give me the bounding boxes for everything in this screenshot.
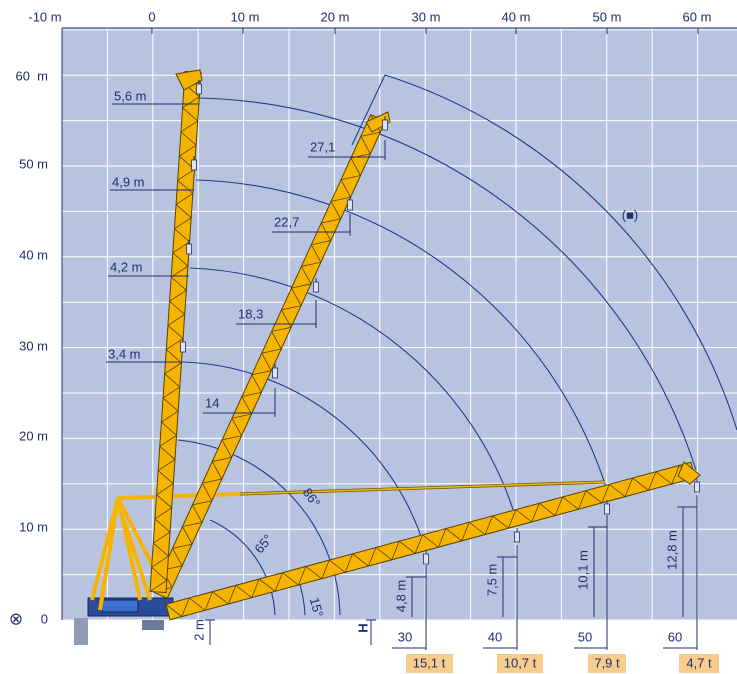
lattice: [149, 72, 202, 592]
hook: [423, 553, 429, 565]
radius-label: 5,6 m: [114, 88, 147, 103]
load-box: [406, 654, 453, 673]
x-label: 60 m: [683, 9, 712, 24]
hook: [196, 83, 202, 95]
arc: [189, 267, 518, 523]
crane: [74, 69, 701, 645]
arc: [351, 74, 386, 146]
mast-strut: [116, 497, 142, 601]
arc: [384, 74, 737, 431]
height-label: 7,5 m: [484, 564, 499, 597]
x-label: -10 m: [28, 9, 61, 24]
dimensions: [106, 103, 698, 650]
boom-head: [677, 461, 701, 485]
height-label: 10,1 m: [575, 550, 590, 590]
angle-arc: [177, 439, 341, 616]
angle-arc: [209, 519, 276, 616]
tie: [117, 492, 241, 500]
radius-value: 60: [668, 629, 682, 644]
y-label: 10 m: [19, 519, 48, 534]
load-box: [679, 654, 719, 673]
x-axis: -10 m 0 10 m 20 m 30 m 40 m 50 m 60 m: [28, 9, 711, 24]
arc: [195, 179, 608, 491]
radius-label: 14: [205, 395, 219, 410]
loads: 15,1 t 10,7 t 7,9 t 4,7 t: [406, 654, 719, 673]
hook: [514, 531, 520, 543]
height-label: 4,8 m: [393, 580, 408, 613]
hook: [604, 503, 610, 515]
radius-label: 3,4 m: [108, 346, 141, 361]
note: (■): [622, 207, 639, 222]
x-label: 50 m: [593, 9, 622, 24]
lattice: [165, 464, 696, 618]
mast-strut: [98, 497, 120, 611]
hook-height-labels: 4,8 m 7,5 m 10,1 m 12,8 m: [393, 530, 679, 612]
x-label: 40 m: [502, 9, 531, 24]
radius-value: 50: [578, 629, 592, 644]
height-label: 12,8 m: [664, 530, 679, 570]
hook: [694, 481, 700, 493]
load-box: [588, 654, 626, 673]
hook: [382, 119, 388, 131]
counterweight: [101, 599, 139, 613]
hook: [272, 367, 278, 379]
hook: [313, 281, 319, 293]
y-label: 40 m: [19, 247, 48, 262]
hook: [186, 243, 192, 255]
boom-head: [175, 69, 203, 91]
load-value: 4,7 t: [686, 655, 712, 670]
radius-label: 27,1: [310, 139, 335, 154]
luffing-radius-labels: 27,1 22,7 18,3 14: [205, 139, 335, 410]
y-label: 30 m: [19, 338, 48, 353]
base-offset: 2 m: [191, 619, 206, 641]
radius-label: 18,3: [238, 306, 263, 321]
mast-strut: [122, 519, 152, 601]
lattice: [152, 114, 381, 593]
x-label: 20 m: [321, 9, 350, 24]
radius-value: 40: [488, 629, 502, 644]
angle-label: 15°: [307, 596, 327, 619]
radius-label: 4,2 m: [110, 259, 143, 274]
boom-radius-labels: 5,6 m 4,9 m 4,2 m 3,4 m: [108, 88, 147, 361]
radius-label: 4,9 m: [112, 174, 145, 189]
hook: [191, 159, 197, 171]
x-label: 0: [148, 9, 155, 24]
y-label: 50 m: [19, 156, 48, 171]
slab: [142, 620, 164, 630]
load-box: [497, 654, 543, 673]
height-symbol: H: [355, 623, 370, 632]
x-label: 10 m: [231, 9, 260, 24]
y-label: 0: [41, 611, 48, 626]
radius-label: 22,7: [274, 214, 299, 229]
load-value: 15,1 t: [413, 655, 446, 670]
load-value: 7,9 t: [594, 655, 620, 670]
arc: [182, 361, 427, 553]
y-axis: 60 m 50 m 40 m 30 m 20 m 10 m 0 ⊗: [9, 68, 48, 628]
x-label: 30 m: [412, 9, 441, 24]
y-label: 60 m: [15, 68, 48, 83]
radius-value: 30: [398, 629, 412, 644]
y-label: 20 m: [19, 428, 48, 443]
boom-head: [365, 111, 391, 133]
reach-arcs: [177, 74, 737, 616]
load-value: 10,7 t: [504, 655, 537, 670]
radius-row: 30 40 50 60: [398, 629, 682, 644]
ballast: [74, 618, 88, 645]
hook: [180, 341, 186, 353]
origin-symbol: ⊗: [9, 609, 23, 628]
arc: [198, 97, 697, 471]
hook: [347, 199, 353, 211]
